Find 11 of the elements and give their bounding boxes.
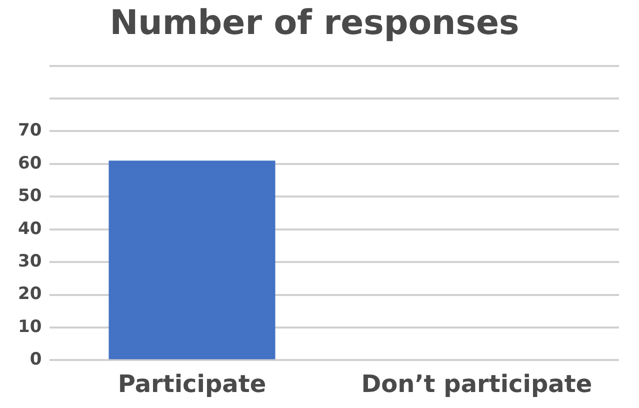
y-tick-label: 50 <box>18 186 42 206</box>
chart-title: Number of responses <box>110 3 520 44</box>
y-tick-label: 10 <box>18 316 42 337</box>
y-tick-label: 70 <box>18 120 42 141</box>
x-tick-label: Don’t participate <box>361 370 592 398</box>
y-tick-label: 0 <box>30 350 42 370</box>
y-tick-label: 30 <box>18 251 42 272</box>
y-tick-label: 20 <box>18 284 42 304</box>
x-tick-label: Participate <box>118 370 266 398</box>
y-tick-label: 60 <box>18 153 42 174</box>
y-tick-label: 40 <box>18 218 42 239</box>
